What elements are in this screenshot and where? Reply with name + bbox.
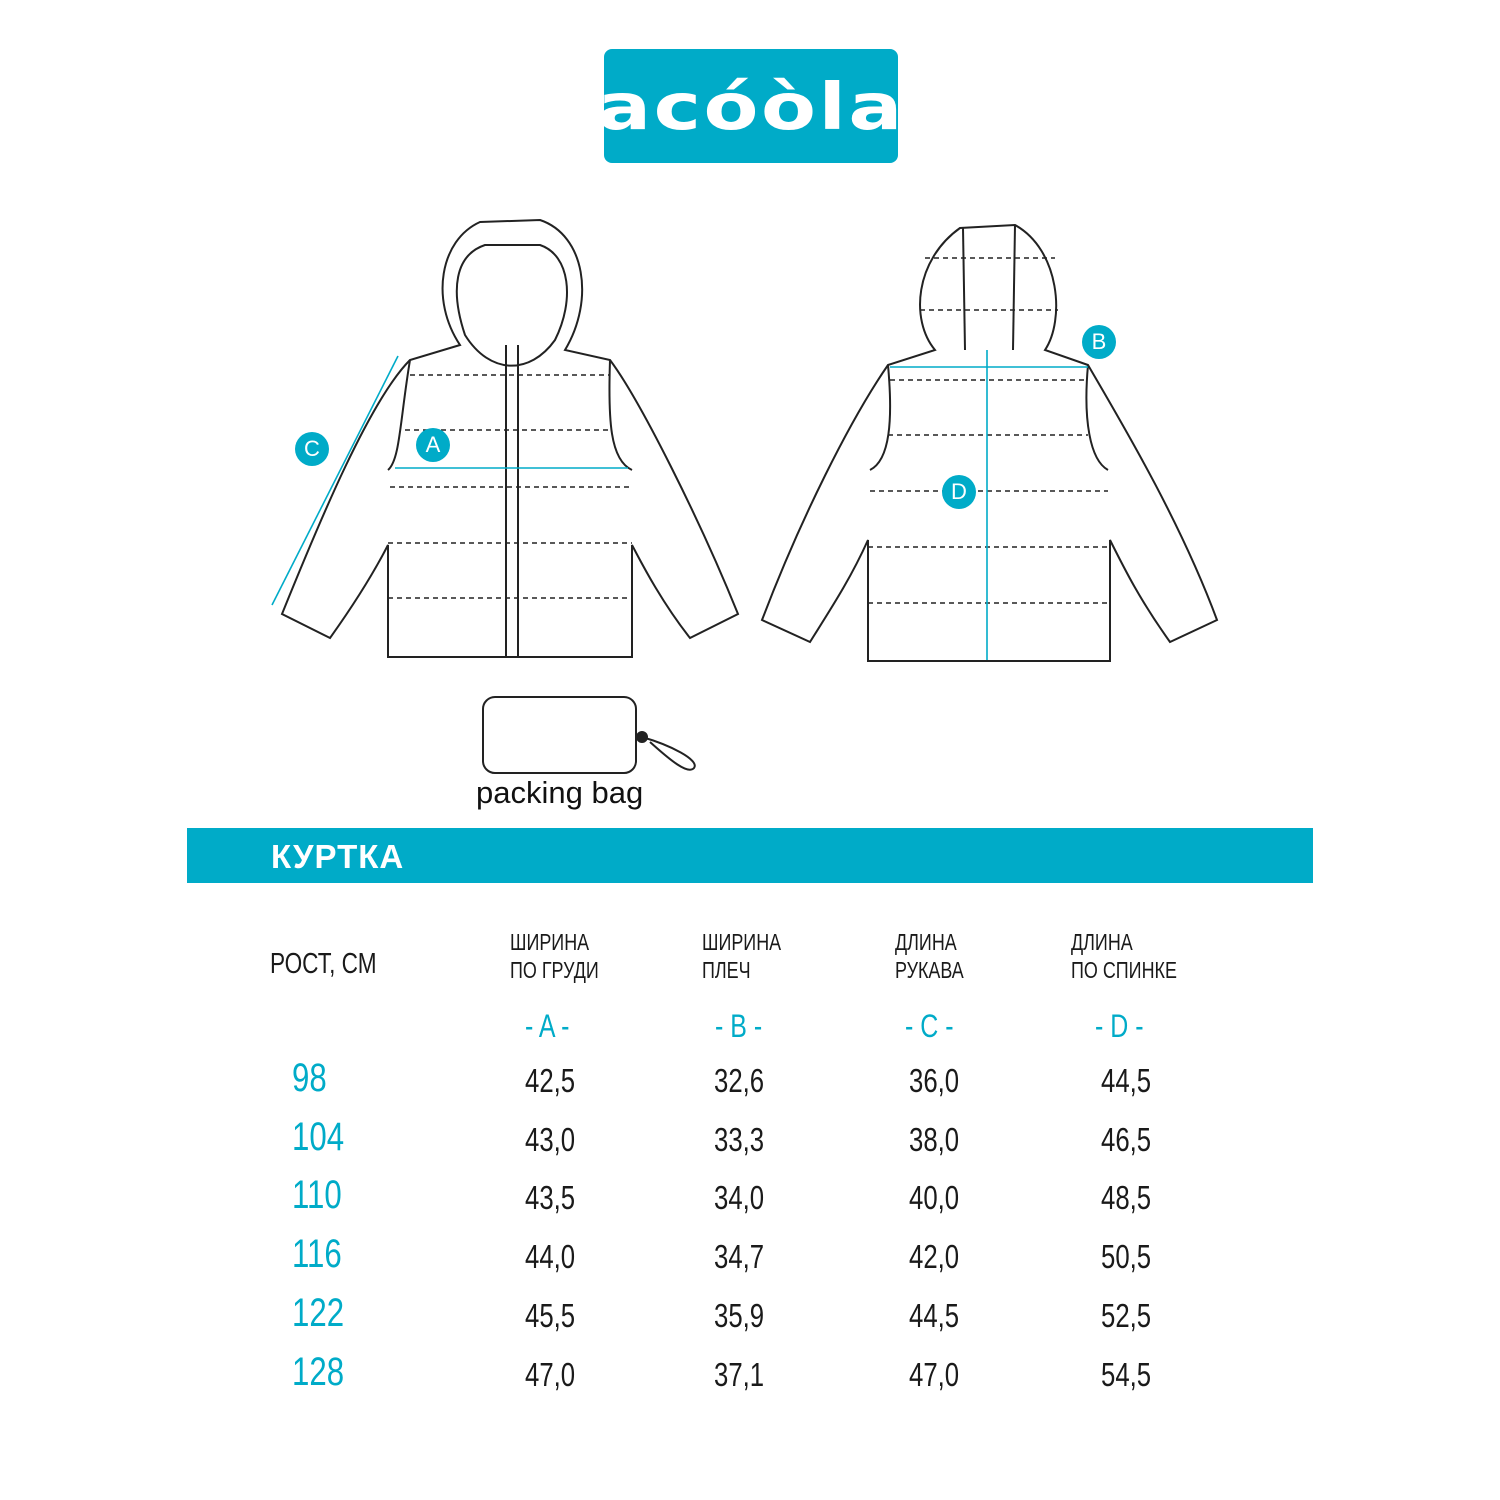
size-cell: 98 <box>292 1056 337 1101</box>
measurement-value: 33,3 <box>714 1120 765 1158</box>
value-cell: 42,0 <box>909 1238 973 1276</box>
value-cell: 43,0 <box>525 1121 589 1159</box>
value-cell: 45,5 <box>525 1297 589 1335</box>
measurement-value: 46,5 <box>1101 1120 1152 1158</box>
value-cell: 44,5 <box>1101 1062 1165 1100</box>
column-header: ДЛИНА ПО СПИНКЕ <box>1071 928 1207 984</box>
column-header: ШИРИНА ПЛЕЧ <box>702 928 803 984</box>
value-cell: 43,5 <box>525 1179 589 1217</box>
measurement-badge-b: B <box>1082 325 1116 359</box>
measurement-value: 36,0 <box>909 1062 960 1099</box>
packing-bag-drawing <box>482 696 696 774</box>
size-value: 110 <box>292 1173 342 1218</box>
column-header-line2: РУКАВА <box>895 957 964 983</box>
measurement-value: 32,6 <box>714 1062 765 1099</box>
measurement-value: 47,0 <box>525 1355 576 1393</box>
size-cell: 104 <box>292 1115 359 1160</box>
measurement-badge-c: C <box>295 432 329 466</box>
section-title: КУРТКА <box>271 838 405 875</box>
jacket-back-drawing <box>760 223 1219 662</box>
value-cell: 47,0 <box>525 1356 589 1394</box>
value-cell: 47,0 <box>909 1356 973 1394</box>
jacket-front-drawing <box>280 218 740 658</box>
value-cell: 42,5 <box>525 1062 589 1100</box>
column-header-line1: ШИРИНА <box>702 929 782 955</box>
value-cell: 46,5 <box>1101 1121 1165 1159</box>
measurement-badge-d: D <box>942 475 976 509</box>
size-cell: 110 <box>292 1173 356 1218</box>
measurement-value: 34,0 <box>714 1179 765 1217</box>
size-cell: 116 <box>292 1232 356 1277</box>
value-cell: 50,5 <box>1101 1238 1165 1276</box>
measurement-badge-a: A <box>416 428 450 462</box>
row-header-text: РОСТ, СМ <box>270 948 377 980</box>
value-cell: 35,9 <box>714 1297 778 1335</box>
measurement-value: 45,5 <box>525 1296 576 1334</box>
measurement-value: 34,7 <box>714 1238 765 1276</box>
measurement-value: 35,9 <box>714 1296 765 1334</box>
value-cell: 44,5 <box>909 1297 973 1335</box>
size-cell: 122 <box>292 1291 359 1336</box>
value-cell: 34,0 <box>714 1179 778 1217</box>
value-cell: 36,0 <box>909 1062 973 1100</box>
size-value: 98 <box>292 1056 327 1100</box>
measurement-value: 38,0 <box>909 1120 960 1158</box>
column-header-line2: ПО ГРУДИ <box>510 957 599 983</box>
measurement-value: 42,5 <box>525 1062 576 1099</box>
column-header-line2: ПО СПИНКЕ <box>1071 957 1177 983</box>
column-code-text: - D - <box>1095 1008 1144 1044</box>
measurement-value: 44,5 <box>909 1296 960 1334</box>
size-value: 128 <box>292 1349 345 1394</box>
value-cell: 38,0 <box>909 1121 973 1159</box>
column-header-line1: ДЛИНА <box>1071 929 1133 955</box>
column-code-text: - C - <box>905 1008 954 1044</box>
value-cell: 37,1 <box>714 1356 778 1394</box>
column-code: - D - <box>1095 1008 1157 1045</box>
logo-text: acóòla <box>597 71 905 145</box>
measurement-value: 52,5 <box>1101 1296 1152 1334</box>
value-cell: 32,6 <box>714 1062 778 1100</box>
column-header: ШИРИНА ПО ГРУДИ <box>510 928 624 984</box>
column-code: - C - <box>905 1008 967 1045</box>
packing-bag-label: packing bag <box>476 775 644 810</box>
value-cell: 40,0 <box>909 1179 973 1217</box>
measurement-value: 50,5 <box>1101 1238 1152 1276</box>
value-cell: 52,5 <box>1101 1297 1165 1335</box>
value-cell: 48,5 <box>1101 1179 1165 1217</box>
value-cell: 54,5 <box>1101 1356 1165 1394</box>
column-code: - B - <box>715 1008 775 1045</box>
brand-logo: acóòla <box>597 49 902 163</box>
column-code: - A - <box>525 1008 582 1045</box>
measurement-value: 44,5 <box>1101 1062 1152 1099</box>
measurement-value: 40,0 <box>909 1179 960 1217</box>
measurement-value: 37,1 <box>714 1355 765 1393</box>
measurement-value: 47,0 <box>909 1355 960 1393</box>
measurement-value: 43,5 <box>525 1179 576 1217</box>
column-header-line2: ПЛЕЧ <box>702 957 751 983</box>
size-value: 104 <box>292 1114 345 1159</box>
column-code-text: - B - <box>715 1008 763 1044</box>
measurement-value: 42,0 <box>909 1238 960 1276</box>
column-header-line1: ШИРИНА <box>510 929 590 955</box>
size-value: 122 <box>292 1290 345 1335</box>
measurement-value: 44,0 <box>525 1238 576 1276</box>
measurement-value: 54,5 <box>1101 1355 1152 1393</box>
value-cell: 44,0 <box>525 1238 589 1276</box>
value-cell: 34,7 <box>714 1238 778 1276</box>
column-code-text: - A - <box>525 1008 570 1044</box>
value-cell: 33,3 <box>714 1121 778 1159</box>
measurement-lines <box>271 350 1088 660</box>
measurement-value: 43,0 <box>525 1120 576 1158</box>
measurement-value: 48,5 <box>1101 1179 1152 1217</box>
column-header-line1: ДЛИНА <box>895 929 957 955</box>
row-header: РОСТ, СМ <box>270 948 407 980</box>
size-cell: 128 <box>292 1350 359 1395</box>
section-header: КУРТКА <box>187 828 1313 883</box>
size-value: 116 <box>292 1232 342 1277</box>
column-header: ДЛИНА РУКАВА <box>895 928 983 984</box>
